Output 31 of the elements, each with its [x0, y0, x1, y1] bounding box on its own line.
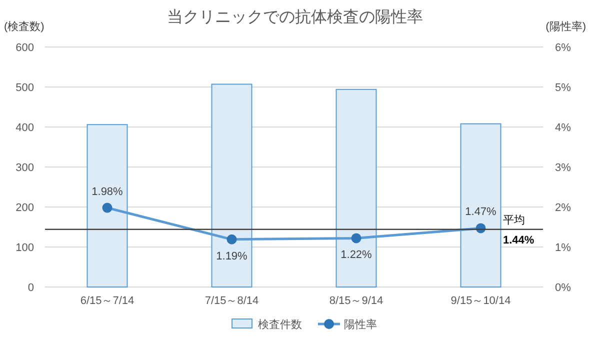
chart-title: 当クリニックでの抗体検査の陽性率	[167, 8, 423, 26]
ref-line-label: 平均 1.44%	[503, 214, 534, 246]
point	[102, 202, 112, 213]
x-tick-label: 8/15～9/14	[329, 295, 384, 307]
y2-tick-label: 6%	[555, 42, 572, 54]
y-tick-label: 300	[16, 162, 34, 174]
y2-tick-label: 1%	[555, 242, 572, 254]
y-axis-title: (検査数)	[4, 20, 44, 33]
data-label: 1.47%	[465, 206, 497, 218]
y-tick-label: 400	[16, 122, 34, 134]
legend-label: 陽性率	[344, 318, 377, 331]
y2-tick-label: 4%	[555, 122, 572, 134]
point	[351, 233, 362, 244]
y2-axis-title: (陽性率)	[546, 20, 586, 33]
y-tick-label: 100	[16, 242, 34, 254]
y-tick-label: 200	[16, 202, 34, 214]
y2-tick-label: 2%	[555, 202, 572, 214]
data-label: 1.19%	[216, 250, 248, 262]
x-tick-label: 9/15～10/14	[450, 295, 511, 307]
x-tick-label: 7/15～8/14	[204, 295, 259, 307]
data-label: 1.98%	[92, 186, 124, 198]
legend-label: 検査件数	[258, 318, 302, 331]
y2-tick-label: 0%	[555, 282, 572, 294]
data-label: 1.22%	[340, 249, 372, 262]
y-tick-label: 0	[28, 282, 34, 294]
y2-tick-label: 3%	[555, 162, 572, 174]
y-tick-label: 600	[16, 42, 34, 54]
point	[226, 234, 237, 244]
y-tick-label: 500	[16, 82, 34, 94]
x-tick-label: 6/15～7/14	[80, 295, 134, 307]
y2-tick-label: 5%	[555, 82, 572, 94]
